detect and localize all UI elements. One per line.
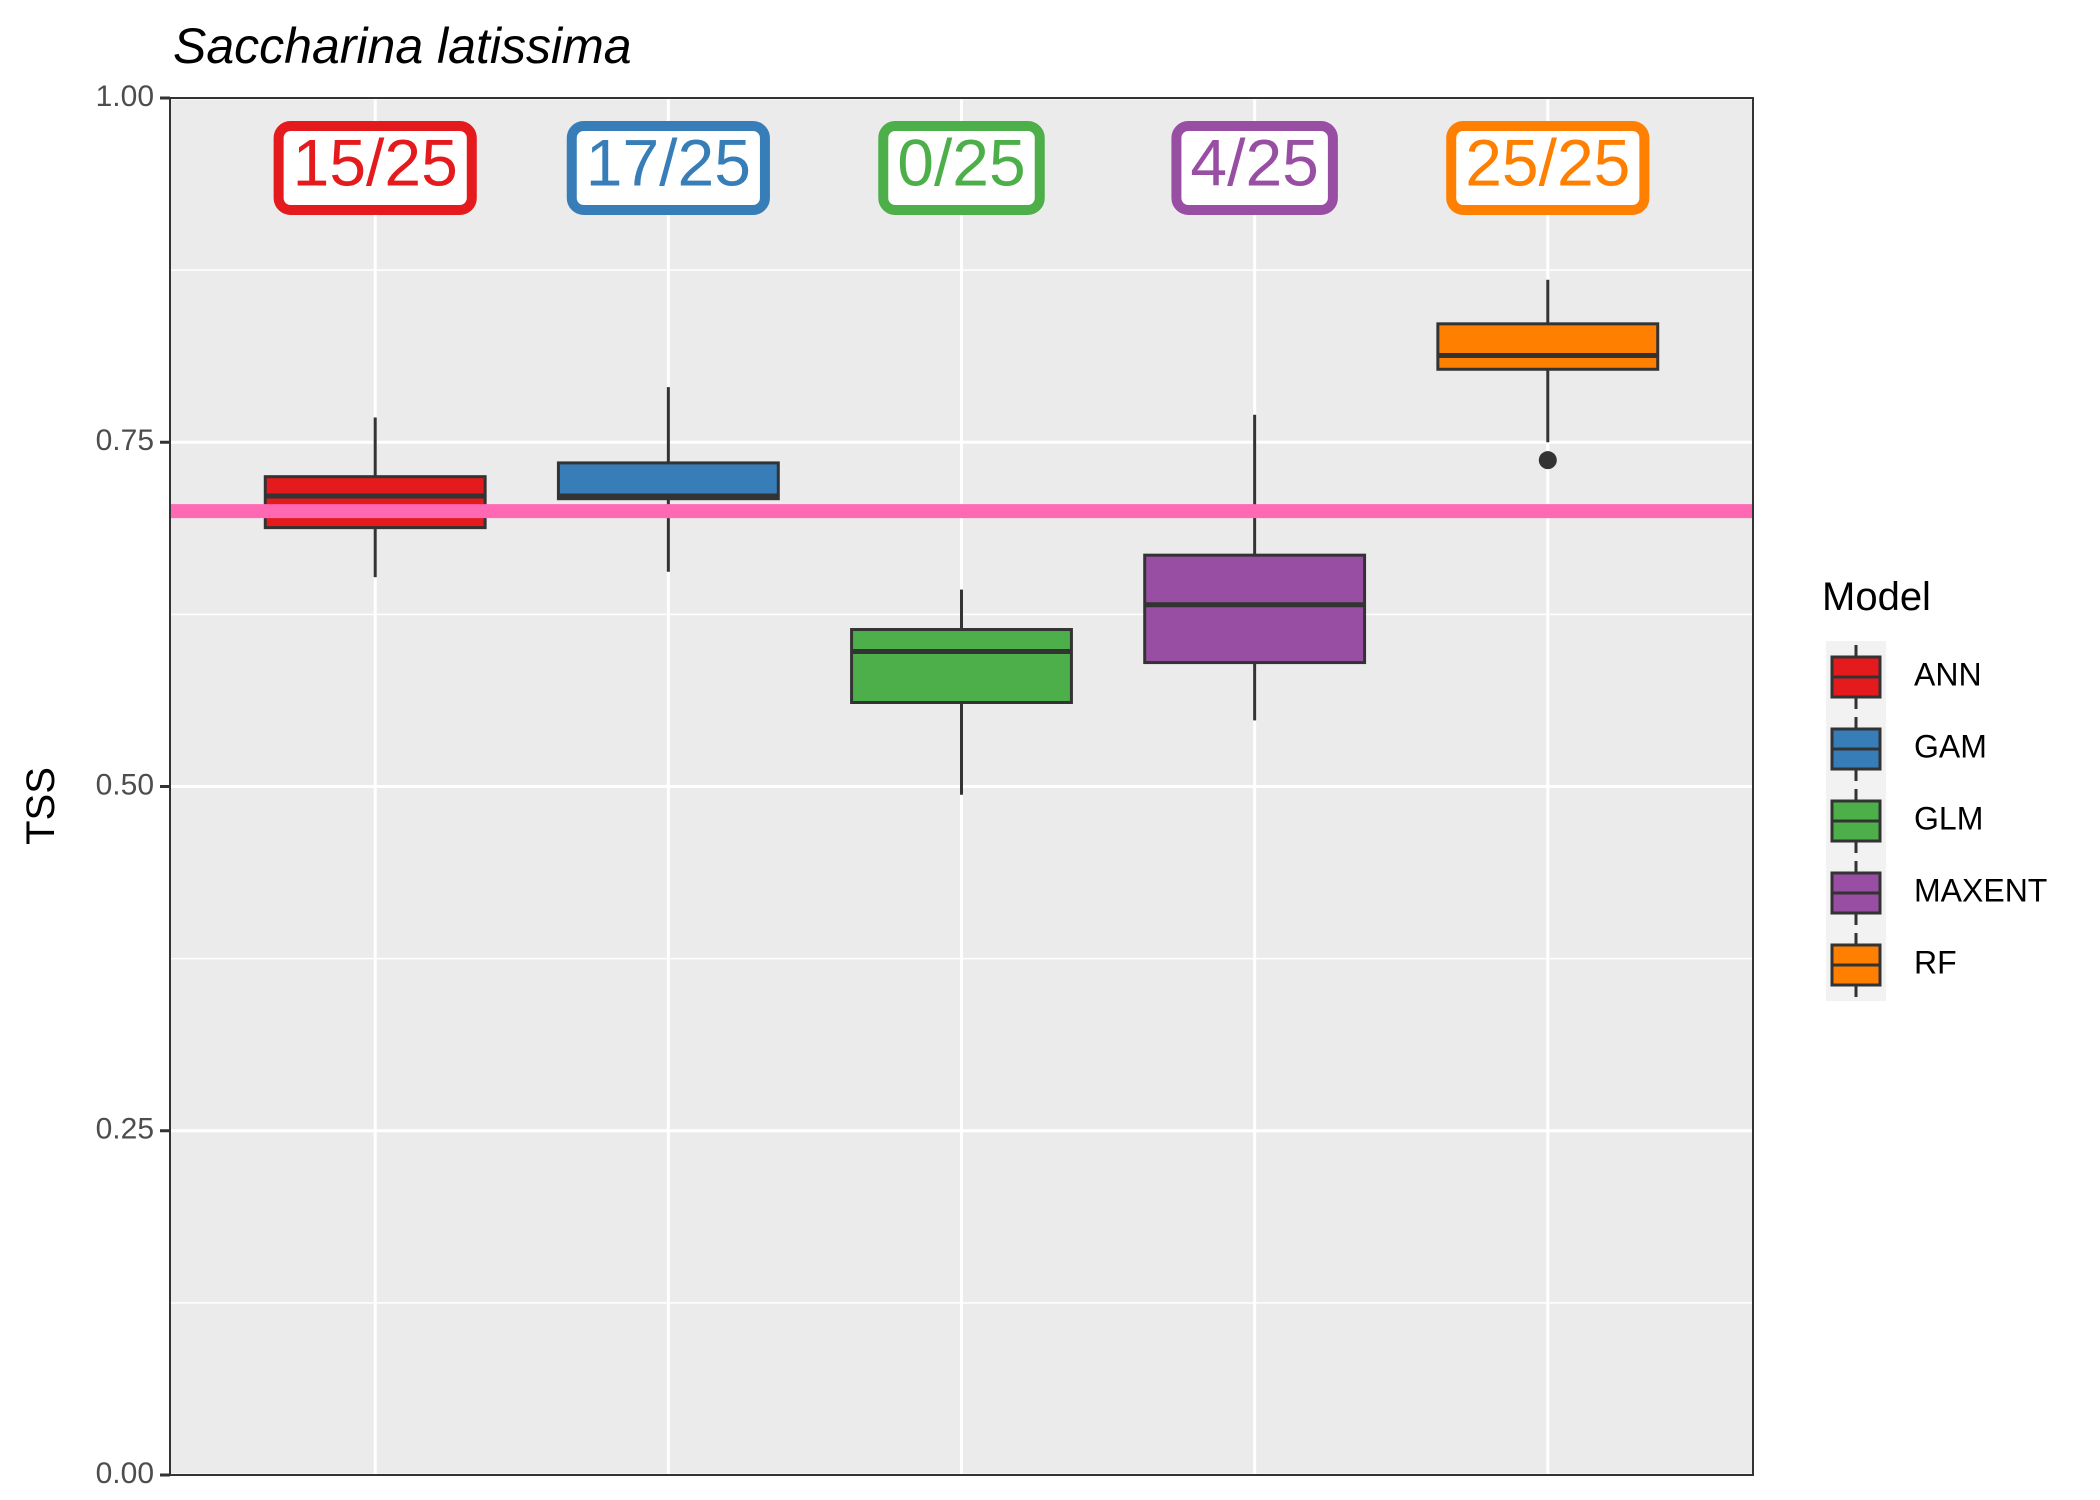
y-tick-label: 0.00 xyxy=(96,1457,154,1490)
box-maxent xyxy=(1143,414,1367,721)
y-axis: 0.00 0.25 0.50 0.75 1.00 xyxy=(96,80,170,1490)
count-annotations: 15/25 17/25 0/25 4/25 25/25 xyxy=(273,121,1650,215)
legend-label-rf: RF xyxy=(1914,944,1957,980)
box-body-rf xyxy=(1436,322,1660,371)
legend-label-maxent: MAXENT xyxy=(1914,872,2047,908)
box-ann xyxy=(263,417,487,578)
chart-title: Saccharina latissima xyxy=(173,18,632,74)
annotation-box-gam xyxy=(566,121,770,215)
annotation-box-maxent xyxy=(1171,121,1338,215)
legend-item-gam: GAM xyxy=(1830,717,1987,781)
legend-label-gam: GAM xyxy=(1914,728,1987,764)
box-rf xyxy=(1436,279,1660,470)
legend-label-ann: ANN xyxy=(1914,656,1982,692)
legend-item-rf: RF xyxy=(1830,933,1957,997)
y-tick-label: 1.00 xyxy=(96,80,154,113)
box-body-ann xyxy=(263,475,487,530)
legend-item-glm: GLM xyxy=(1830,789,1983,853)
y-tick-label: 0.75 xyxy=(96,424,154,457)
box-plots xyxy=(263,279,1660,795)
annotation-box-ann xyxy=(273,121,477,215)
annotation-gam: 17/25 xyxy=(566,121,770,215)
annotation-text-ann: 15/25 xyxy=(293,125,458,199)
annotation-text-maxent: 4/25 xyxy=(1190,125,1318,199)
legend-title: Model xyxy=(1822,575,1931,619)
annotation-text-gam: 17/25 xyxy=(586,125,751,199)
box-body-gam xyxy=(556,461,780,501)
y-axis-title: TSS xyxy=(19,767,63,845)
annotation-maxent: 4/25 xyxy=(1171,121,1338,215)
legend-item-maxent: MAXENT xyxy=(1830,861,2047,925)
box-body-maxent xyxy=(1143,553,1367,665)
annotation-text-glm: 0/25 xyxy=(897,125,1025,199)
annotation-ann: 15/25 xyxy=(273,121,477,215)
outlier-rf xyxy=(1538,451,1557,470)
y-tick-label: 0.25 xyxy=(96,1113,154,1146)
annotation-box-rf xyxy=(1446,121,1650,215)
legend-label-glm: GLM xyxy=(1914,800,1983,836)
annotation-glm: 0/25 xyxy=(878,121,1045,215)
y-tick-label: 0.50 xyxy=(96,768,154,801)
box-body-glm xyxy=(850,628,1073,705)
legend-item-ann: ANN xyxy=(1830,645,1982,709)
annotation-box-glm xyxy=(878,121,1045,215)
box-gam xyxy=(556,387,780,572)
annotation-rf: 25/25 xyxy=(1446,121,1650,215)
annotation-text-rf: 25/25 xyxy=(1465,125,1630,199)
box-glm xyxy=(850,589,1073,795)
legend: Model ANN GAM GLM MAXENT RF xyxy=(1822,575,2047,1001)
